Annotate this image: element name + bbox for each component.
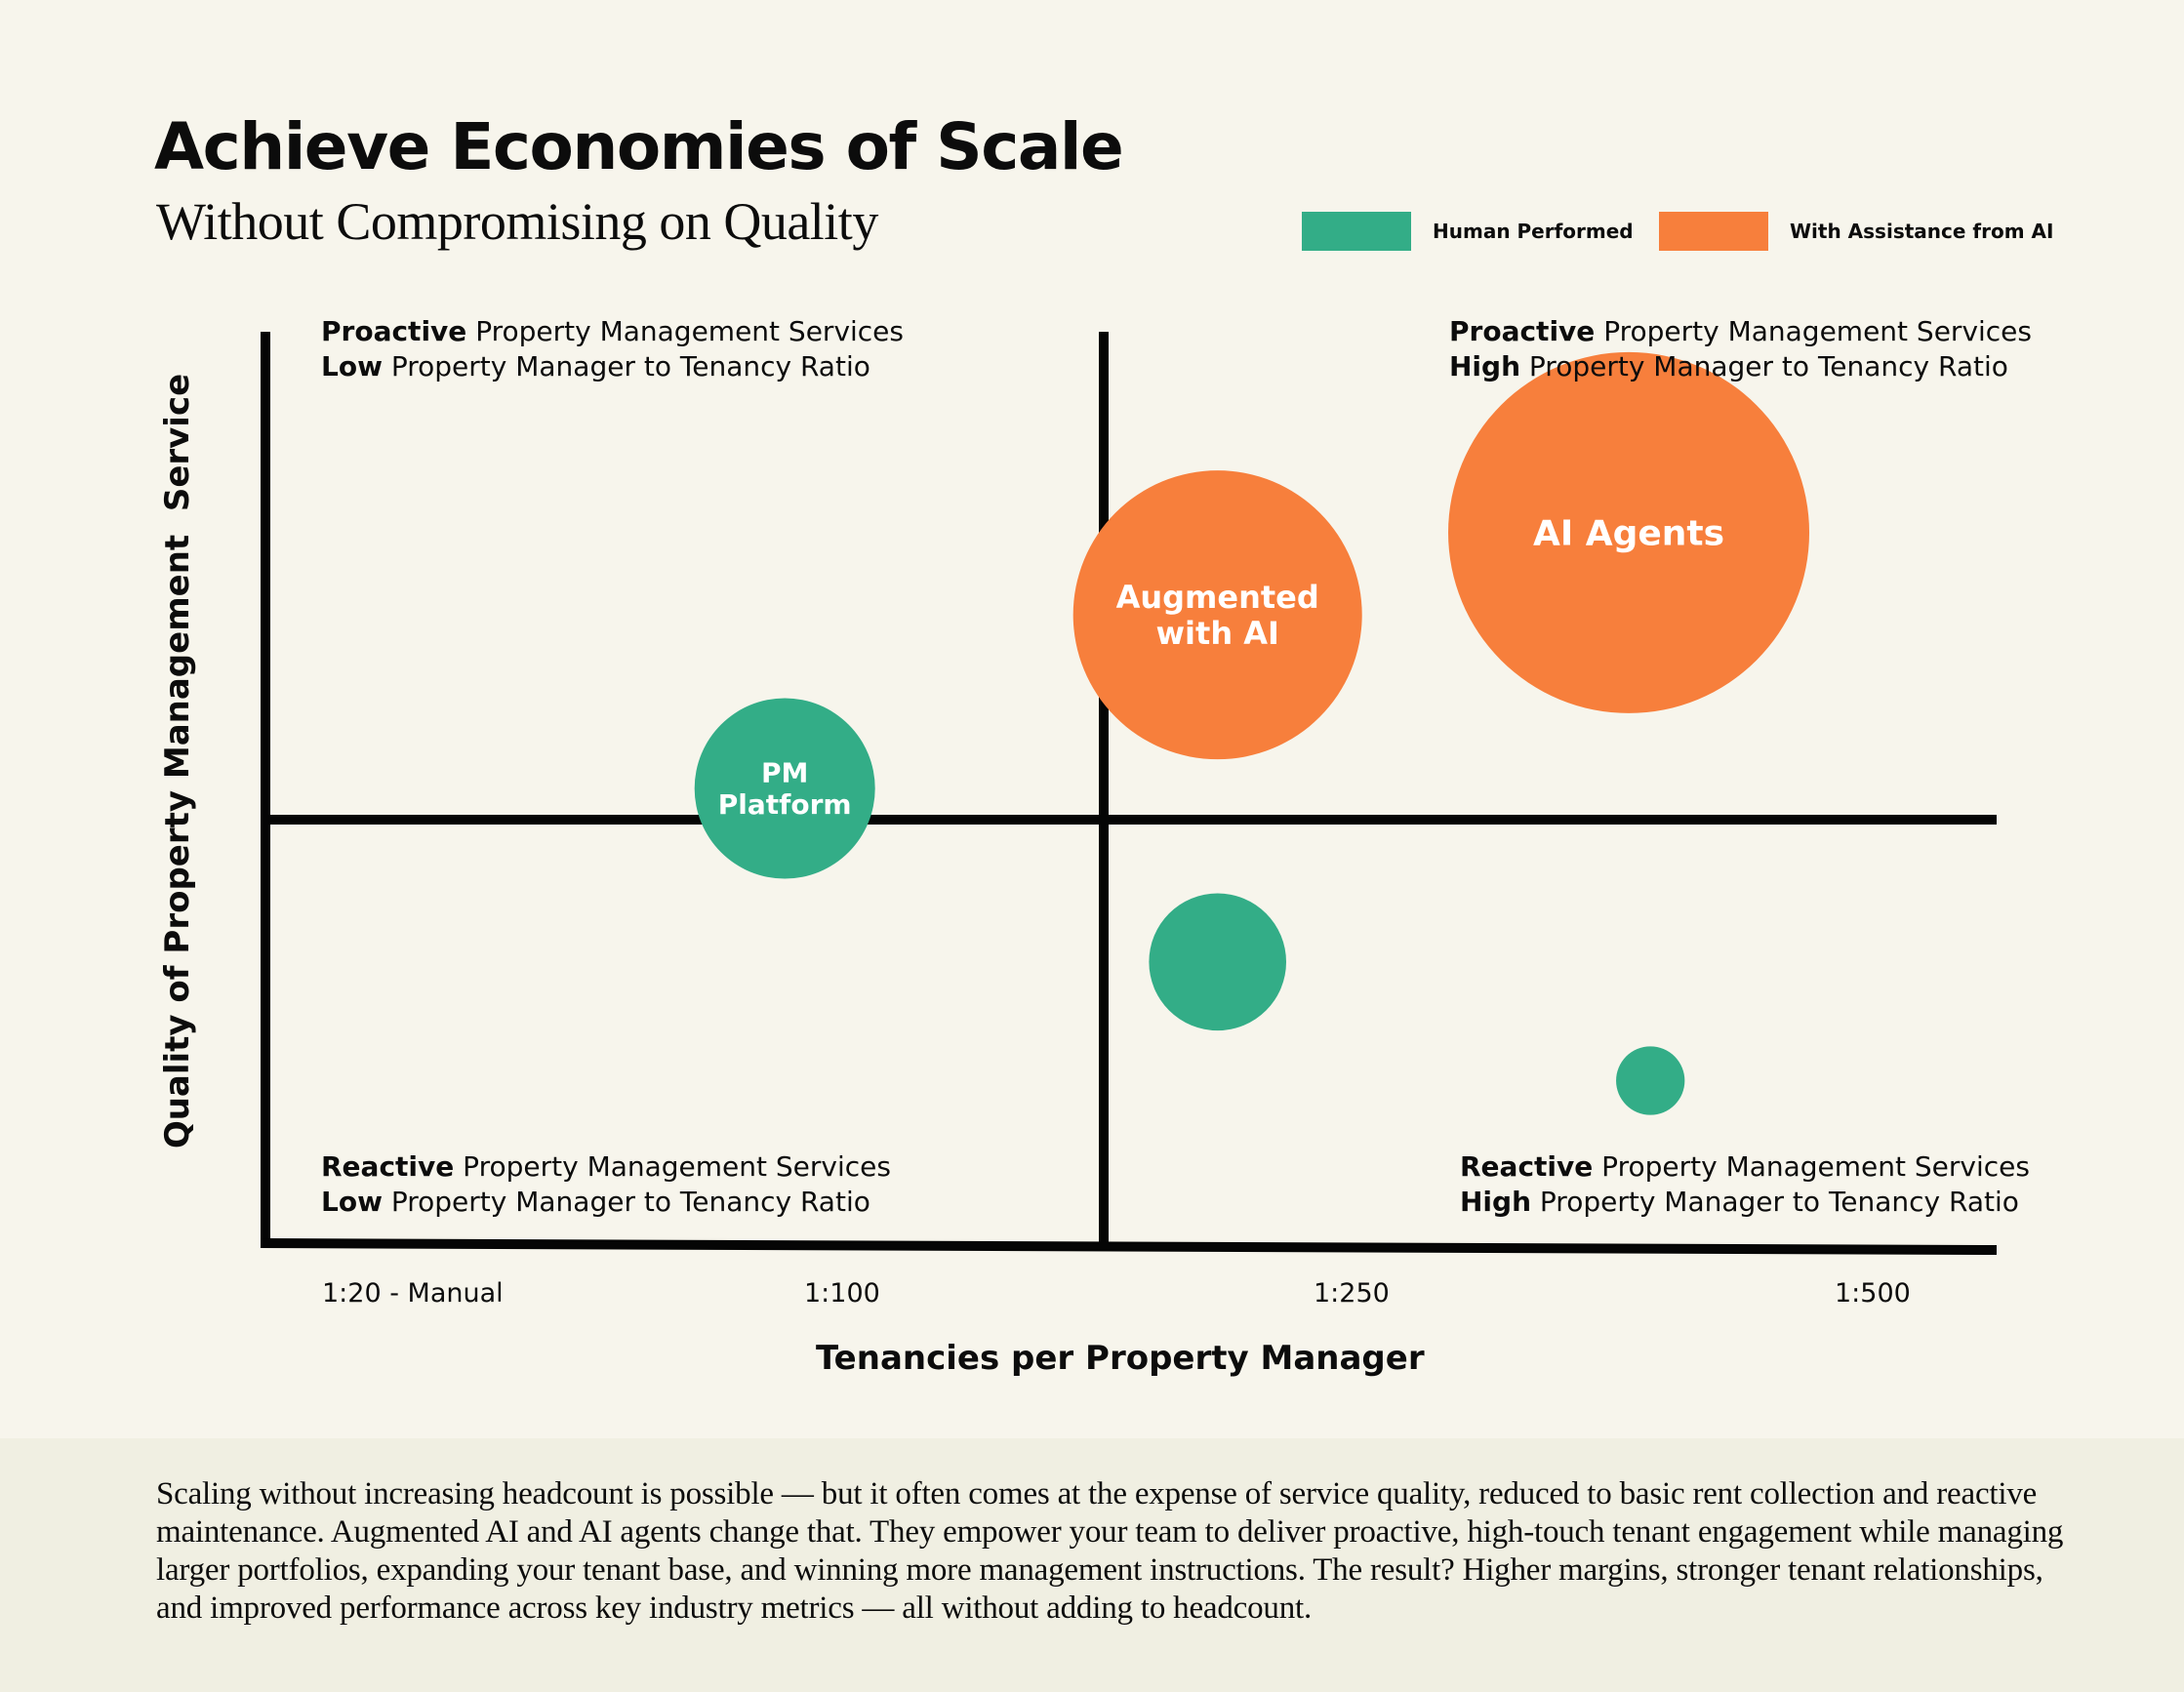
quad-tl-l1: Property Management Services <box>466 315 904 347</box>
quad-br-l1: Property Management Services <box>1593 1150 2030 1183</box>
quad-tl-l2: Property Manager to Tenancy Ratio <box>382 350 870 383</box>
quad-bl-l1: Property Management Services <box>454 1150 891 1183</box>
quadrant-bottom-left: Reactive Property Management Services Lo… <box>321 1149 891 1220</box>
legend-label-human: Human Performed <box>1433 220 1634 243</box>
quad-tl-l2-bold: Low <box>321 350 383 383</box>
x-tick-label: 1:100 <box>804 1278 880 1309</box>
footer-description: Scaling without increasing headcount is … <box>156 1476 2064 1626</box>
page-subtitle: Without Compromising on Quality <box>156 192 878 251</box>
footer-panel: Scaling without increasing headcount is … <box>0 1438 2184 1692</box>
legend-label-ai: With Assistance from AI <box>1790 220 2054 243</box>
x-tick-label: 1:500 <box>1835 1278 1911 1309</box>
quad-tr-l2-bold: High <box>1449 350 1521 383</box>
quad-bl-l2-bold: Low <box>321 1186 383 1218</box>
bubble-human-1 <box>1149 893 1286 1031</box>
x-axis-line <box>260 1238 1998 1255</box>
quadrant-bottom-right: Reactive Property Management Services Hi… <box>1460 1149 2030 1220</box>
quad-br-l2-bold: High <box>1460 1186 1532 1218</box>
legend-item-human: Human Performed <box>1302 211 1634 252</box>
bubble-human-2 <box>1616 1046 1685 1115</box>
y-axis-title: Quality of Property Management Service <box>158 373 197 1149</box>
quad-tr-l1: Property Management Services <box>1595 315 2032 347</box>
bubbles-group: PM Platform Augmented with AI AI Agents <box>694 351 1810 1115</box>
quad-tl-l1-bold: Proactive <box>321 315 467 347</box>
bubble-label: AI Agents <box>1533 514 1724 554</box>
quad-bl-l2: Property Manager to Tenancy Ratio <box>382 1186 870 1218</box>
page-title: Achieve Economies of Scale <box>154 109 1124 184</box>
bubble-ai-0 <box>1072 470 1362 760</box>
x-axis-title: Tenancies per Property Manager <box>816 1339 1425 1378</box>
legend-swatch-ai <box>1659 212 1768 251</box>
legend-item-ai: With Assistance from AI <box>1659 211 2053 252</box>
quad-bl-l1-bold: Reactive <box>321 1150 455 1183</box>
x-tick-label: 1:20 - Manual <box>322 1278 504 1309</box>
bubble-ai-1 <box>1448 351 1810 713</box>
quad-br-l2: Property Manager to Tenancy Ratio <box>1531 1186 2019 1218</box>
x-tick-label: 1:250 <box>1314 1278 1390 1309</box>
quadrant-bubble-chart: PM Platform Augmented with AI AI Agents <box>260 332 1998 1255</box>
quadrant-top-right: Proactive Property Management Services H… <box>1449 314 2032 384</box>
legend-swatch-human <box>1302 212 1411 251</box>
bubble-label: Augmented with AI <box>1116 579 1319 652</box>
bubble-label: PM Platform <box>718 757 852 821</box>
quad-tr-l2: Property Manager to Tenancy Ratio <box>1520 350 2008 383</box>
quadrant-top-left: Proactive Property Management Services L… <box>321 314 904 384</box>
bubble-human-0 <box>694 698 875 879</box>
quad-tr-l1-bold: Proactive <box>1449 315 1596 347</box>
quad-br-l1-bold: Reactive <box>1460 1150 1594 1183</box>
